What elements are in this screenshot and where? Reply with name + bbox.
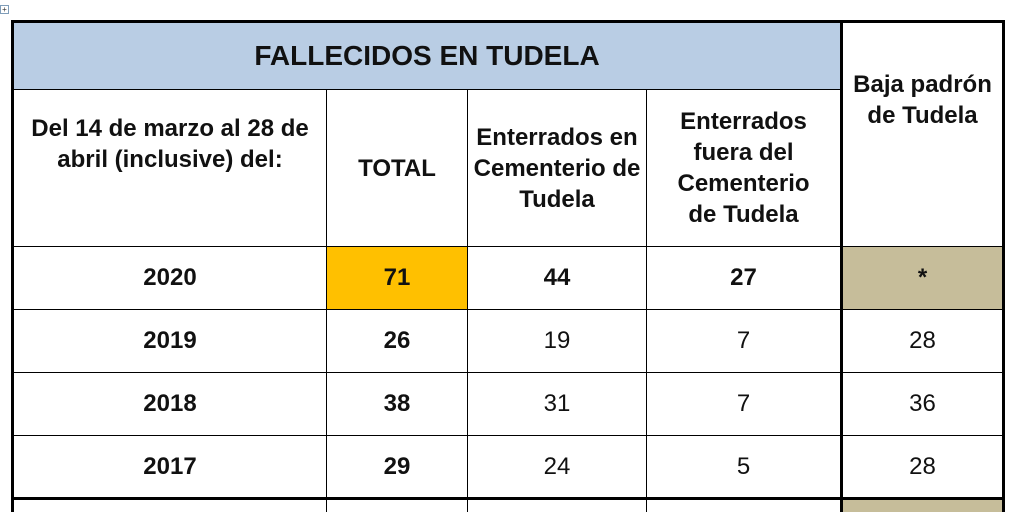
cell-total: 29 xyxy=(326,435,468,499)
table-title: FALLECIDOS EN TUDELA xyxy=(10,20,844,90)
cell-buried-in: 19 xyxy=(467,309,647,373)
table-row: 2020 71 44 27 * xyxy=(11,246,1006,310)
header-row: Del 14 de marzo al 28 de abril (inclusiv… xyxy=(11,89,1004,247)
cell-year: 2019 xyxy=(11,309,327,373)
header-buried-in: Enterrados en Cementerio de Tudela xyxy=(467,89,647,247)
cell-buried-out: 27 xyxy=(645,246,843,310)
title-row: FALLECIDOS EN TUDELA Baja padrón de Tude… xyxy=(10,20,1006,247)
cell-empty xyxy=(11,497,327,512)
cell-baja: 28 xyxy=(840,435,1006,499)
table-row: 2017 29 24 5 28 xyxy=(11,435,1006,499)
cell-year: 2018 xyxy=(11,372,327,436)
cell-buried-in: 24 xyxy=(467,435,647,499)
header-period: Del 14 de marzo al 28 de abril (inclusiv… xyxy=(11,89,327,247)
table-row-partial xyxy=(11,497,1006,512)
header-total: TOTAL xyxy=(326,89,468,247)
cell-total: 26 xyxy=(326,309,468,373)
cell-baja: * xyxy=(840,246,1006,310)
table-move-handle-icon[interactable]: + xyxy=(0,5,9,14)
cell-total: 38 xyxy=(326,372,468,436)
cell-empty xyxy=(326,497,468,512)
cell-baja: 36 xyxy=(840,372,1006,436)
cell-buried-in: 44 xyxy=(467,246,647,310)
header-baja: Baja padrón de Tudela xyxy=(840,20,1006,247)
table-row: 2018 38 31 7 36 xyxy=(11,372,1006,436)
cell-empty xyxy=(840,497,1006,512)
cell-year: 2020 xyxy=(11,246,327,310)
table-row: 2019 26 19 7 28 xyxy=(11,309,1006,373)
cell-empty xyxy=(467,497,647,512)
deaths-table: FALLECIDOS EN TUDELA Baja padrón de Tude… xyxy=(10,20,1006,512)
cell-buried-out: 7 xyxy=(645,372,843,436)
cell-total: 71 xyxy=(326,246,468,310)
cell-buried-out: 5 xyxy=(645,435,843,499)
cell-year: 2017 xyxy=(11,435,327,499)
header-buried-out: Enterrados fuera del Cementerio de Tudel… xyxy=(645,89,843,247)
cell-buried-in: 31 xyxy=(467,372,647,436)
cell-buried-out: 7 xyxy=(645,309,843,373)
cell-empty xyxy=(645,497,843,512)
cell-baja: 28 xyxy=(840,309,1006,373)
